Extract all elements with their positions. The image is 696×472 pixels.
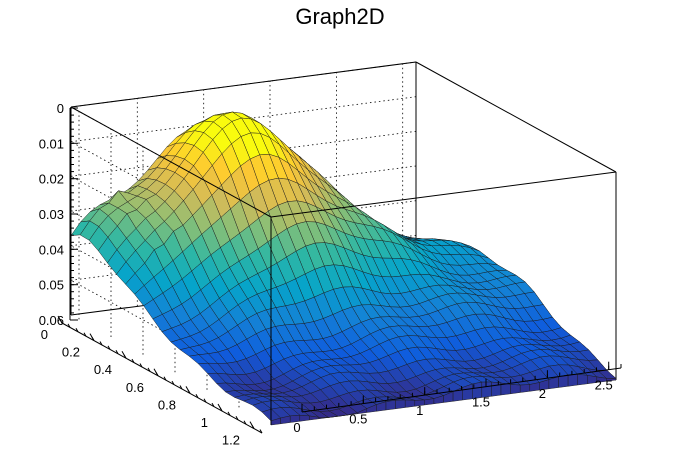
y-axis-minor-tick <box>235 416 239 421</box>
y-axis-minor-tick <box>203 398 207 403</box>
y-axis-line <box>61 322 263 434</box>
chart-title: Graph2D <box>295 4 384 29</box>
y-axis-minor-tick <box>115 350 119 355</box>
y-axis-major-tick <box>89 333 95 341</box>
y-axis-major-tick <box>57 315 63 324</box>
y-axis-minor-tick <box>171 380 175 385</box>
y-axis-tick-label: 0.8 <box>158 397 176 412</box>
surface-mesh <box>70 111 617 426</box>
y-axis-minor-tick <box>227 411 231 416</box>
y-axis-minor-tick <box>67 323 71 328</box>
axes: 0 0.5 1 1.5 2 2.5 0 0.2 0.4 0.6 0.8 1 1.2 0 0.01 0.02 0.… <box>39 101 622 448</box>
x-axis-tick-label: 0.5 <box>349 412 367 427</box>
surface-wall-front-35 <box>606 378 617 382</box>
surface-wall-front-31 <box>567 374 578 387</box>
grid-z-left-wall <box>70 279 272 391</box>
right-top-edge <box>415 61 617 173</box>
x-axis-tick-label: 0 <box>293 420 300 435</box>
y-axis-minor-tick <box>107 345 111 350</box>
surface-wall-front-26 <box>519 384 531 393</box>
y-axis-minor-tick <box>211 402 215 407</box>
y-axis-major-tick <box>121 350 127 359</box>
y-axis-tick-label: 0.2 <box>62 345 80 360</box>
front-box-edges <box>70 61 617 425</box>
z-axis-tick-label: 0 <box>57 101 64 116</box>
surface-wall-front-12 <box>385 399 396 411</box>
z-axis-tick-label: 0.02 <box>39 172 64 187</box>
surface-wall-front-25 <box>510 384 521 395</box>
y-axis-minor-tick <box>195 394 199 399</box>
grid-z-left-wall <box>70 141 272 253</box>
y-axis-tick-label: 0 <box>41 327 48 342</box>
surface-wall-front-23 <box>491 381 502 397</box>
y-axis-tick-label: 0.4 <box>94 362 112 377</box>
y-axis-tick-label: 1 <box>201 415 208 430</box>
y-axis-tick-label: 0.6 <box>126 380 144 395</box>
y-axis-minor-tick <box>147 367 151 372</box>
left-top-edge <box>70 106 272 218</box>
z-axis-tick-label: 0.06 <box>39 313 64 328</box>
y-axis-minor-tick <box>259 429 263 434</box>
x-axis-tick-label: 2 <box>539 386 546 401</box>
y-axis-minor-tick <box>75 328 79 333</box>
y-axis-major-tick <box>185 386 191 394</box>
surface-wall-front-32 <box>577 374 588 386</box>
x-axis-tick-label: 1.5 <box>472 395 490 410</box>
y-axis-minor-tick <box>99 341 103 346</box>
surface-wall-front-13 <box>395 399 406 410</box>
surface-wall-front-5 <box>318 417 329 420</box>
surface-wall-front-14 <box>404 399 416 408</box>
x-axis-tick-label: 2.5 <box>595 378 613 393</box>
y-axis-major-tick <box>217 403 223 412</box>
y-axis-minor-tick <box>163 376 167 381</box>
y-axis-tick-label: 1.2 <box>222 433 240 448</box>
y-axis-minor-tick <box>83 332 87 337</box>
grid-z-left-wall <box>70 245 272 357</box>
z-axis-tick-label: 0.04 <box>39 242 64 257</box>
grid-z-left-wall <box>70 175 272 287</box>
x-axis-tick-label: 1 <box>416 403 423 418</box>
surface-wall-front-3 <box>299 414 310 422</box>
y-axis-major-tick <box>153 368 159 377</box>
y-axis-minor-tick <box>179 385 183 390</box>
front-top-edge <box>270 171 617 218</box>
y-axis-minor-tick <box>139 363 143 368</box>
z-axis-tick-label: 0.03 <box>39 207 64 222</box>
y-axis-major-tick <box>249 421 255 429</box>
y-axis-minor-tick <box>131 358 135 363</box>
z-axis-tick-label: 0.05 <box>39 278 64 293</box>
z-axis-tick-label: 0.01 <box>39 136 64 151</box>
back-top-edge <box>70 61 417 108</box>
y-axis-minor-tick <box>243 420 247 425</box>
